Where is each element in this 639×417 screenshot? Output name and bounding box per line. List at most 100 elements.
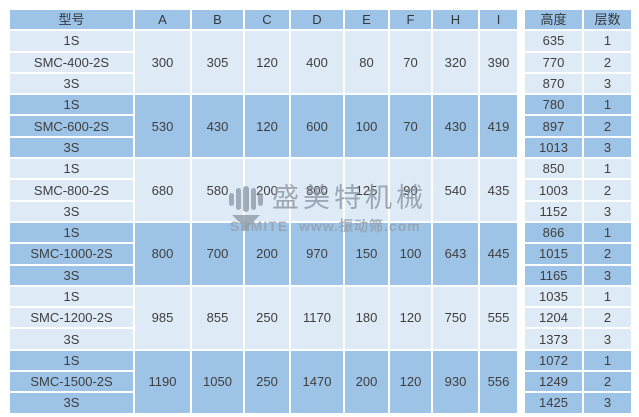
layer-count-cell: 2	[582, 114, 633, 138]
layer-count-cell: 2	[582, 242, 633, 266]
dim-cell-c: 120	[243, 93, 291, 160]
model-sub-cell: 1S	[8, 93, 135, 117]
dim-cell-a: 1190	[133, 348, 192, 415]
layer-count-cell: 3	[582, 135, 633, 160]
layer-count-cell: 2	[582, 178, 633, 202]
layer-count-cell: 1	[582, 348, 633, 373]
layer-count-cell: 3	[582, 327, 633, 351]
height-cell: 1249	[517, 370, 584, 394]
model-sub-cell: 3S	[8, 327, 135, 351]
model-name-cell: SMC-1000-2S	[8, 242, 135, 266]
dim-cell-f: 120	[388, 284, 433, 351]
dim-cell-d: 600	[289, 93, 345, 160]
dim-cell-f: 90	[388, 157, 433, 223]
model-sub-cell: 3S	[8, 199, 135, 223]
col-header-a: A	[133, 7, 192, 32]
layer-count-cell: 1	[582, 284, 633, 309]
table-row: SMC-1500-2S 1249 2	[8, 370, 633, 394]
dim-cell-i: 419	[478, 93, 522, 160]
dim-cell-b: 700	[190, 220, 245, 287]
height-cell: 1015	[517, 242, 584, 266]
dim-cell-d: 970	[289, 220, 345, 287]
table-row: SMC-400-2S 770 2	[8, 50, 633, 74]
model-sub-cell: 1S	[8, 157, 135, 181]
dim-cell-e: 100	[343, 93, 390, 160]
dim-cell-c: 250	[243, 348, 291, 415]
layer-count-cell: 3	[582, 263, 633, 287]
table-row: 3S 1165 3	[8, 263, 633, 287]
dim-cell-d: 800	[289, 157, 345, 223]
layer-count-cell: 1	[582, 29, 633, 53]
dim-cell-b: 855	[190, 284, 245, 351]
dim-cell-h: 643	[431, 220, 480, 287]
col-header-c: C	[243, 7, 291, 32]
dim-cell-d: 1170	[289, 284, 345, 351]
layer-count-cell: 2	[582, 370, 633, 394]
dim-cell-i: 445	[478, 220, 522, 287]
model-sub-cell: 3S	[8, 135, 135, 160]
dim-cell-i: 435	[478, 157, 522, 223]
table-row: 1S 1190 1050 250 1470 200 120 930 556 1072 1	[8, 348, 633, 415]
dim-cell-a: 530	[133, 93, 192, 160]
dim-cell-e: 150	[343, 220, 390, 287]
table-row: SMC-1200-2S 1204 2	[8, 306, 633, 330]
height-cell: 1072	[517, 348, 584, 373]
dim-cell-h: 540	[431, 157, 480, 223]
dim-cell-h: 430	[431, 93, 480, 160]
height-cell: 870	[517, 71, 584, 96]
height-cell: 1003	[517, 178, 584, 202]
dim-cell-b: 430	[190, 93, 245, 160]
layer-count-cell: 3	[582, 199, 633, 223]
height-cell: 635	[517, 29, 584, 53]
table-row: 1S 985 855 250 1170 180 120 750 555 1035 1	[8, 284, 633, 351]
model-sub-cell: 3S	[8, 263, 135, 287]
dim-cell-d: 1470	[289, 348, 345, 415]
table-row: 3S 1013 3	[8, 135, 633, 160]
model-name-cell: SMC-1200-2S	[8, 306, 135, 330]
col-header-b: B	[190, 7, 245, 32]
col-header-layers: 层数	[582, 7, 633, 32]
table-row: 1S 680 580 200 800 125 90 540 435 850 1	[8, 157, 633, 223]
dim-cell-i: 555	[478, 284, 522, 351]
height-cell: 897	[517, 114, 584, 138]
spec-table: 型号 A B C D E F H I 高度 层数 1S 300 305 120 400 80 70 320 390 6…	[8, 7, 633, 415]
table-row: SMC-600-2S 897 2	[8, 114, 633, 138]
model-sub-cell: 1S	[8, 29, 135, 53]
layer-count-cell: 1	[582, 157, 633, 181]
col-header-d: D	[289, 7, 345, 32]
dim-cell-c: 200	[243, 157, 291, 223]
layer-count-cell: 1	[582, 220, 633, 245]
layer-count-cell: 2	[582, 50, 633, 74]
dim-cell-e: 200	[343, 348, 390, 415]
dim-cell-c: 250	[243, 284, 291, 351]
table-row: SMC-1000-2S 1015 2	[8, 242, 633, 266]
height-cell: 1165	[517, 263, 584, 287]
dim-cell-e: 125	[343, 157, 390, 223]
dim-cell-c: 200	[243, 220, 291, 287]
height-cell: 1035	[517, 284, 584, 309]
col-header-h: H	[431, 7, 480, 32]
dim-cell-f: 70	[388, 29, 433, 96]
dim-cell-a: 985	[133, 284, 192, 351]
table-row: 3S 1373 3	[8, 327, 633, 351]
height-cell: 770	[517, 50, 584, 74]
layer-count-cell: 3	[582, 391, 633, 415]
model-sub-cell: 1S	[8, 284, 135, 309]
height-cell: 1373	[517, 327, 584, 351]
model-sub-cell: 3S	[8, 391, 135, 415]
height-cell: 780	[517, 93, 584, 117]
dim-cell-h: 320	[431, 29, 480, 96]
dim-cell-h: 750	[431, 284, 480, 351]
dim-cell-e: 180	[343, 284, 390, 351]
dim-cell-f: 70	[388, 93, 433, 160]
table-row: 1S 530 430 120 600 100 70 430 419 780 1	[8, 93, 633, 160]
col-header-height: 高度	[517, 7, 584, 32]
table-row: 3S 1152 3	[8, 199, 633, 223]
spec-table-container: 型号 A B C D E F H I 高度 层数 1S 300 305 120 400 80 70 320 390 6…	[8, 7, 633, 415]
layer-count-cell: 2	[582, 306, 633, 330]
height-cell: 1204	[517, 306, 584, 330]
col-header-f: F	[388, 7, 433, 32]
dim-cell-c: 120	[243, 29, 291, 96]
table-row: 3S 870 3	[8, 71, 633, 96]
